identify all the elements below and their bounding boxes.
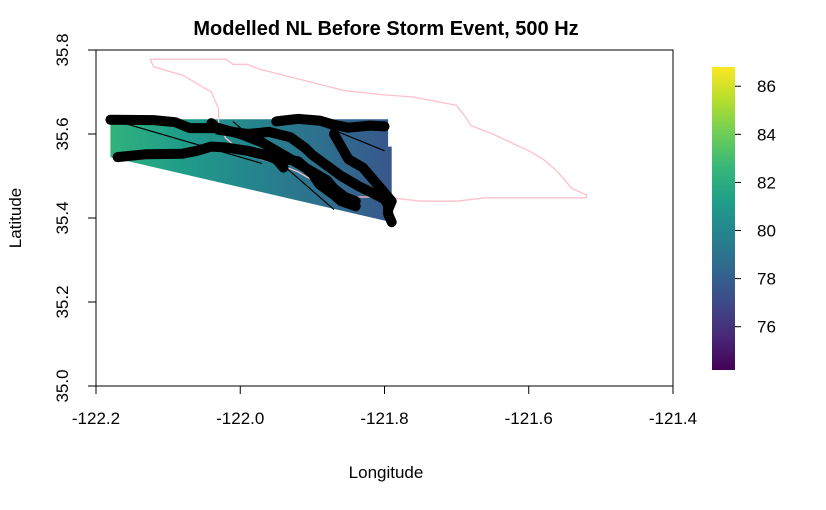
x-axis: -122.2 -122.0 -121.8 -121.6 -121.4 [72,385,697,428]
vessel-track [242,145,289,173]
colorbar: 76 78 80 82 84 86 [712,67,776,370]
y-tick-label: 35.8 [53,33,72,66]
y-tick-label: 35.4 [53,201,72,234]
x-tick-label: -122.2 [72,409,120,428]
y-axis: 35.0 35.2 35.4 35.6 35.8 [53,33,97,403]
x-tick-label: -121.4 [649,409,697,428]
vessel-track [329,129,397,215]
colorbar-tick-label: 76 [757,318,776,337]
colorbar-tick-label: 78 [757,270,776,289]
vessel-track [105,114,361,207]
colorbar-tick-label: 84 [757,125,776,144]
plot-content [105,58,588,228]
colorbar-ticks: 76 78 80 82 84 86 [735,77,776,337]
x-tick-label: -122.0 [216,409,264,428]
track-line [117,120,263,164]
chart-title: Modelled NL Before Storm Event, 500 Hz [193,18,578,40]
colorbar-tick-label: 80 [757,222,776,241]
colorbar-tick-label: 86 [757,77,776,96]
colorbar-gradient [712,67,735,370]
vessel-track [271,113,390,133]
y-tick-label: 35.2 [53,285,72,318]
x-axis-label: Longitude [349,463,424,482]
noise-level-raster [110,119,392,223]
colorbar-tick-label: 82 [757,173,776,192]
x-tick-label: -121.8 [360,409,408,428]
x-tick-label: -121.6 [505,409,553,428]
boundary-outline [149,58,588,202]
y-axis-label: Latitude [6,188,25,249]
y-tick-label: 35.0 [53,369,72,402]
y-tick-label: 35.6 [53,117,72,150]
